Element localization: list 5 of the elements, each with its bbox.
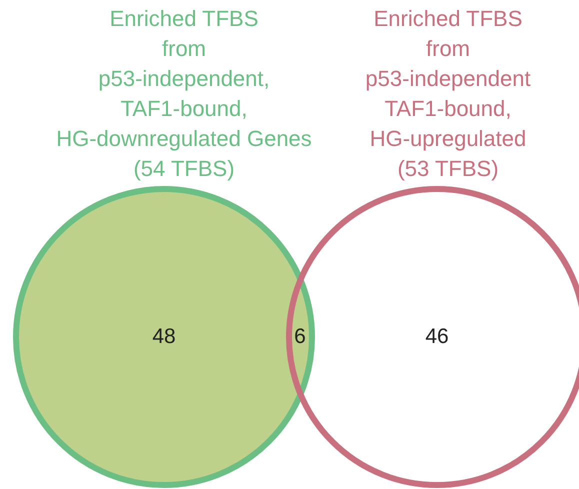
data-label: 6: [294, 324, 306, 348]
data-label: 48: [152, 324, 176, 348]
data-label: 46: [425, 324, 449, 348]
text: Enriched TFBS from p53-independent, TAF1-bound, HG-downregulated Genes (54 TFBS): [56, 5, 312, 183]
text: Enriched TFBS from p53-independent TAF1-bound, HG-upregulated (53 TFBS): [365, 5, 531, 183]
